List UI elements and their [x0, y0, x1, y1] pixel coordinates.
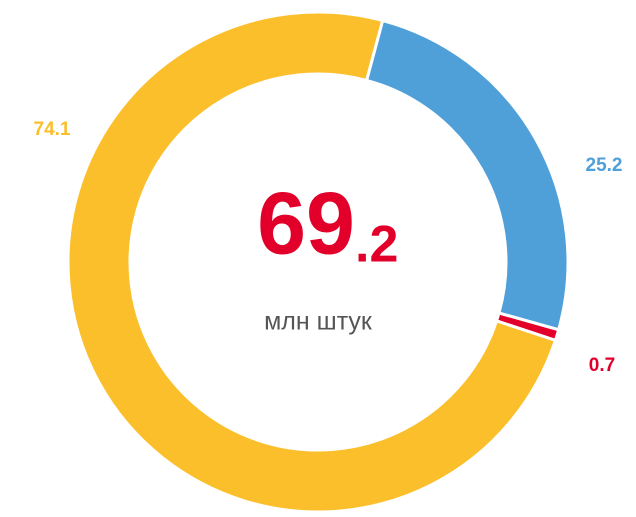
data-label: 74.1 — [34, 119, 71, 140]
donut-segment — [66, 10, 558, 514]
data-label: 25.2 — [586, 155, 623, 176]
donut-segment — [364, 18, 570, 332]
center-main: 69 — [257, 173, 355, 272]
center-fraction: .2 — [355, 216, 398, 274]
data-label: 0.7 — [589, 355, 615, 376]
center-unit: млн штук — [264, 308, 373, 336]
